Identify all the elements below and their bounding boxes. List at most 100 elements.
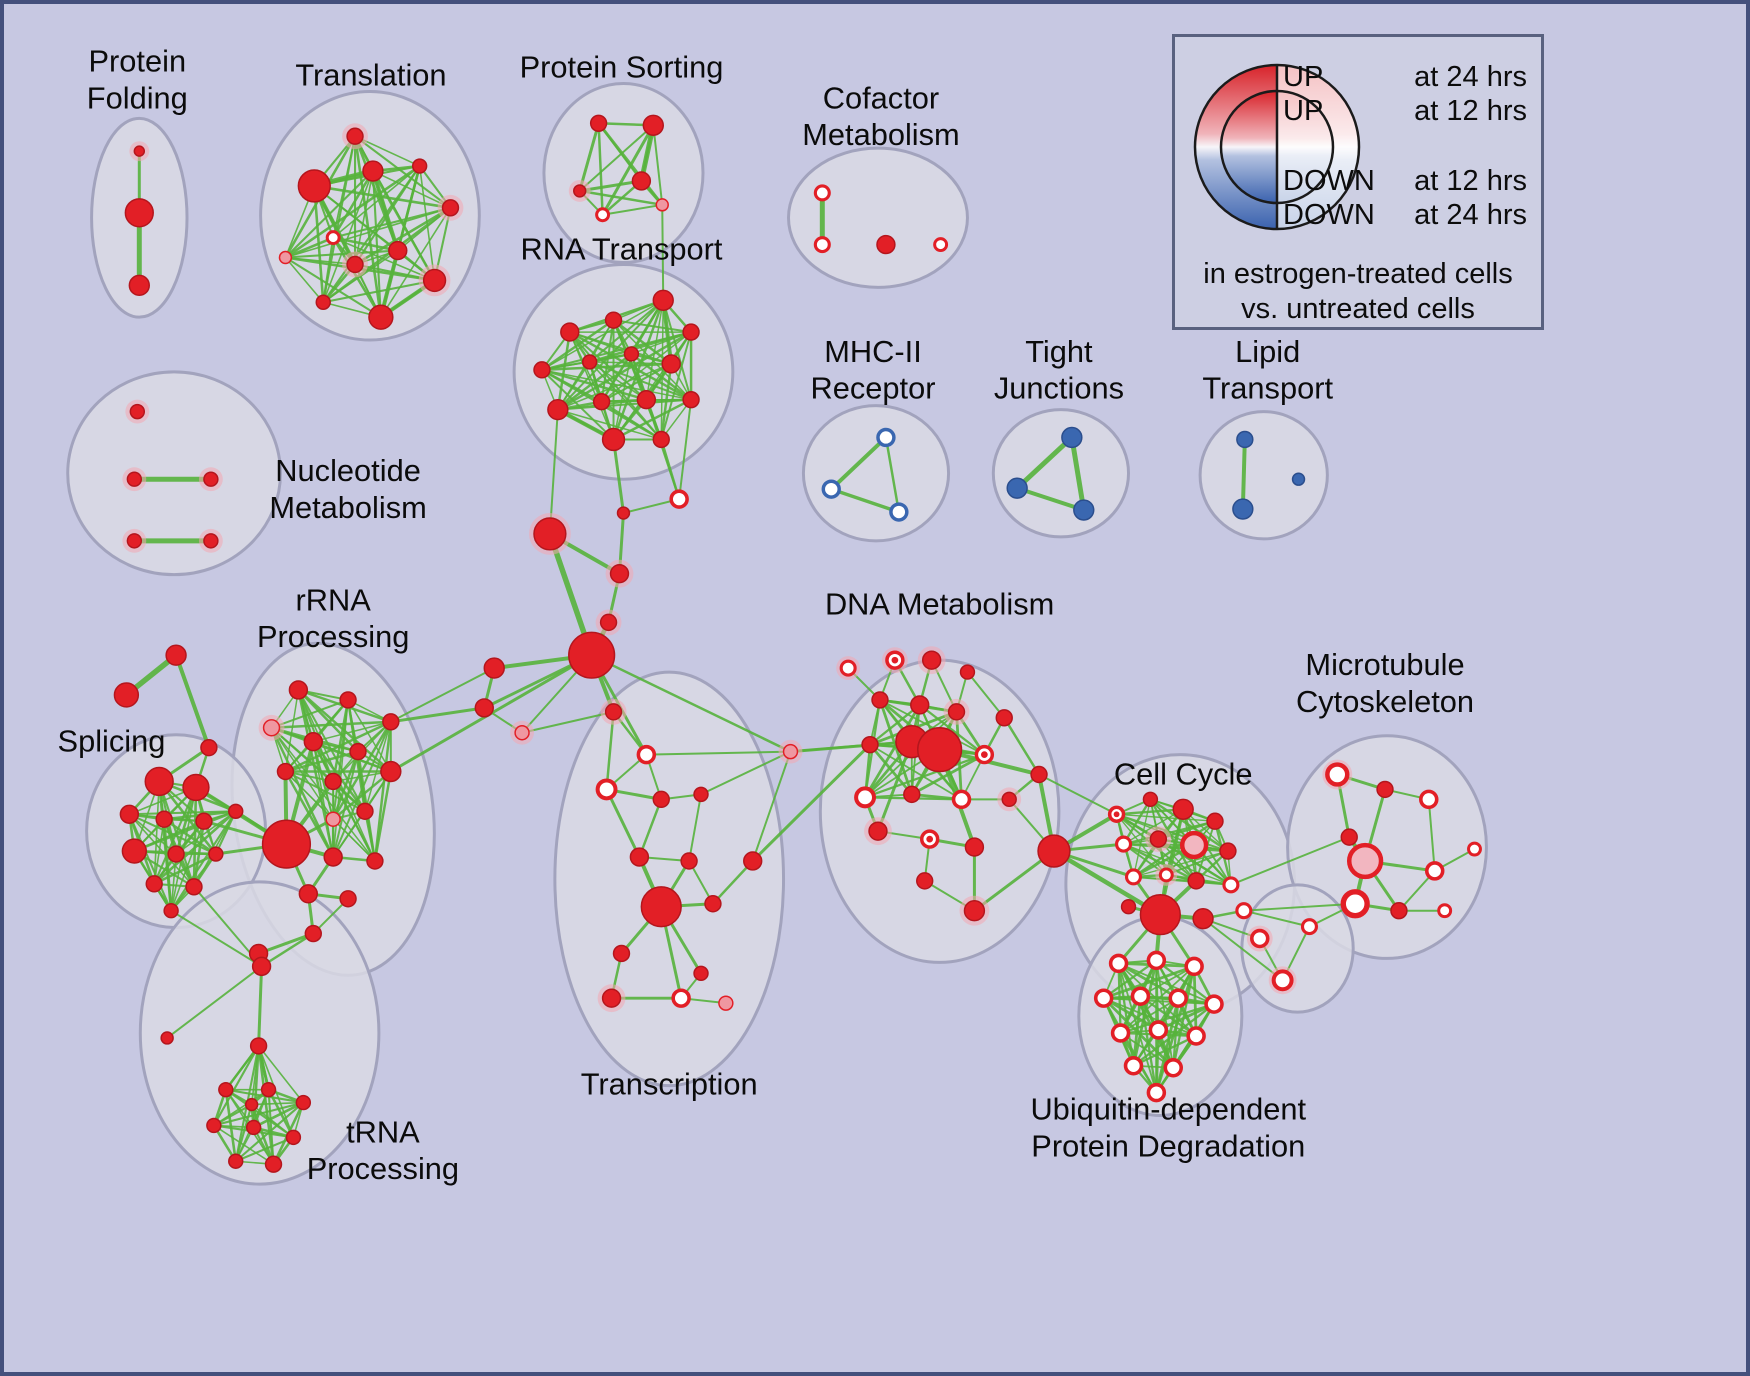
edge	[884, 436, 901, 514]
node-nm5	[203, 533, 219, 549]
node-dm1	[839, 659, 857, 677]
node-tn1	[251, 956, 272, 977]
edge	[252, 1101, 305, 1129]
cluster-label-tj: Junctions	[994, 371, 1124, 406]
edge	[332, 780, 376, 862]
edge	[1115, 813, 1216, 822]
node-cc6	[1149, 830, 1168, 848]
edge	[1119, 1003, 1216, 1035]
node-rr3	[382, 713, 400, 731]
edge	[590, 653, 792, 753]
node-rt13	[601, 427, 626, 452]
edge	[829, 487, 901, 514]
edge	[588, 361, 672, 365]
edge	[600, 362, 673, 403]
node-hl1	[483, 657, 505, 679]
edge	[557, 363, 672, 411]
cluster-label-mc: Cytoskeleton	[1296, 684, 1474, 719]
cluster-label-lt: Transport	[1202, 371, 1333, 406]
node-mc1	[1325, 762, 1350, 787]
node-cc16	[1120, 899, 1137, 915]
node-sp7	[121, 838, 148, 864]
node-rt8	[661, 354, 681, 374]
edge	[540, 368, 648, 401]
node-ub7	[1204, 994, 1224, 1014]
node-dm20	[964, 837, 985, 857]
edge	[284, 207, 452, 259]
edge	[418, 165, 436, 282]
edge	[270, 720, 393, 730]
edge	[521, 710, 615, 734]
node-dml	[782, 743, 799, 760]
node-mc2	[1376, 780, 1394, 799]
node-dm3	[921, 650, 942, 670]
edge	[224, 1088, 238, 1163]
edge	[541, 299, 664, 371]
edge	[321, 206, 452, 304]
edge	[1117, 962, 1215, 1006]
edge	[389, 667, 496, 723]
edge	[234, 1103, 253, 1163]
edge	[332, 818, 376, 862]
node-cf3	[876, 234, 896, 255]
node-t3	[362, 160, 384, 182]
node-nm2	[126, 471, 143, 487]
edge	[152, 852, 218, 886]
legend-row-up-12: UP at 12 hrs	[1283, 95, 1527, 127]
edge	[284, 750, 360, 773]
node-ub12	[1163, 1058, 1183, 1078]
edge	[597, 122, 604, 217]
legend-dir-label: UP	[1283, 95, 1324, 127]
node-mh3	[889, 502, 909, 522]
cluster-label-rr: rRNA	[296, 582, 372, 617]
legend-dir-label: DOWN	[1283, 165, 1375, 197]
edge	[174, 653, 211, 750]
node-t10	[422, 268, 447, 293]
node-tn5	[260, 1081, 277, 1098]
cluster-ellipse-dm	[818, 658, 1061, 964]
node-cf1	[813, 184, 831, 202]
edge	[234, 1136, 295, 1163]
legend-time-label: at 24 hrs	[1414, 61, 1527, 93]
node-x2	[616, 506, 631, 520]
edge	[331, 236, 383, 319]
edge	[1051, 848, 1163, 917]
node-tr15	[743, 851, 763, 871]
edge	[863, 753, 986, 799]
node-tr7	[680, 852, 698, 870]
edge	[661, 203, 665, 302]
edge	[1156, 1002, 1216, 1032]
edge	[224, 1044, 260, 1091]
node-tj1	[1061, 426, 1083, 449]
node-rr2	[339, 691, 357, 709]
edge	[1069, 434, 1087, 513]
node-cc17	[1250, 928, 1270, 949]
node-tr5	[693, 786, 709, 803]
node-tn7	[206, 1117, 222, 1134]
node-lt1	[1236, 430, 1254, 449]
node-sp3	[119, 804, 140, 824]
edge	[331, 169, 375, 239]
legend-time-label: at 24 hrs	[1414, 199, 1527, 231]
node-dm5	[871, 691, 889, 709]
node-rt11	[636, 389, 657, 410]
node-cf2	[813, 236, 831, 254]
edge	[1154, 1028, 1160, 1095]
cluster-label-dm: DNA Metabolism	[825, 586, 1054, 621]
node-dm13	[1030, 765, 1048, 784]
node-cc13	[1139, 894, 1181, 936]
edge	[170, 820, 205, 912]
node-x1	[669, 489, 689, 509]
node-t1	[346, 127, 364, 145]
node-x4	[609, 563, 630, 584]
edge	[380, 207, 452, 318]
node-tr11	[693, 965, 709, 982]
legend-node-glyph	[1193, 63, 1361, 231]
cluster-label-nm: Metabolism	[269, 490, 426, 525]
edge	[711, 859, 754, 905]
node-cc15	[1235, 902, 1253, 920]
cluster-label-tr: Transcription	[581, 1067, 758, 1102]
edge	[638, 798, 663, 859]
node-rr12	[323, 847, 343, 867]
